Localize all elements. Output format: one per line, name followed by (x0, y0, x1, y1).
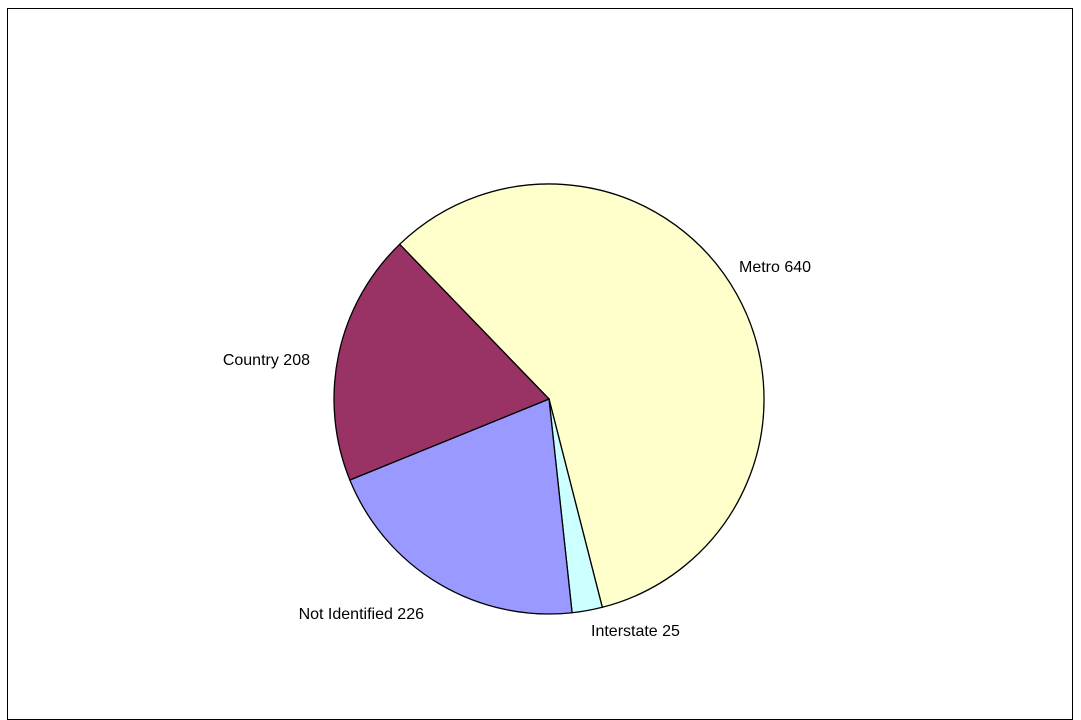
slice-label-metro: Metro 640 (739, 259, 811, 276)
pie-labels: Metro 640 Interstate 25 Not Identified 226… (223, 259, 811, 640)
slice-label-interstate: Interstate 25 (591, 623, 680, 640)
pie-slice-not-identified (349, 398, 573, 615)
pie-slice-country (333, 243, 551, 481)
pie-slice-metro (398, 183, 765, 609)
slice-label-not-identified: Not Identified 226 (299, 606, 425, 623)
slice-label-country: Country 208 (223, 352, 310, 369)
pie-slices (333, 183, 765, 615)
